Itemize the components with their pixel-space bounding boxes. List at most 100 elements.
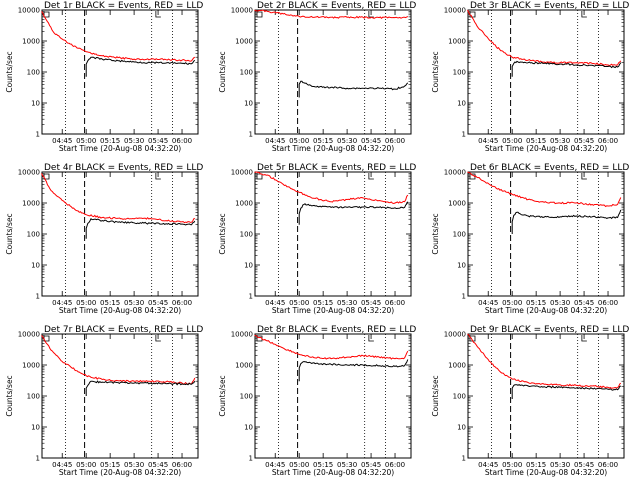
- x-tick-label: 04:45: [52, 137, 72, 145]
- x-tick-label: 05:15: [313, 461, 333, 469]
- x-tick-label: 04:45: [478, 461, 498, 469]
- y-axis-label: Counts/sec: [218, 375, 227, 416]
- y-tick-label: 1: [462, 293, 466, 301]
- y-tick-label: 10000: [18, 331, 40, 339]
- corner-marker: [469, 173, 476, 180]
- chart-title: Det 8r BLACK = Events, RED = LLD: [257, 325, 416, 335]
- x-axis-label: Start Time (20-Aug-08 04:32:20): [59, 144, 181, 153]
- y-tick-label: 1: [249, 455, 253, 463]
- x-tick-label: 05:45: [574, 299, 594, 307]
- y-axis-label: Counts/sec: [431, 375, 440, 416]
- chart-panel: Det 3r BLACK = Events, RED = LLD 1 10 100 10…: [431, 1, 629, 153]
- x-tick-label: 05:45: [148, 299, 168, 307]
- y-tick-label: 100: [27, 393, 40, 401]
- y-tick-label: 10000: [18, 7, 40, 15]
- y-tick-label: 10000: [231, 169, 253, 177]
- black-series-line: [511, 383, 622, 399]
- x-tick-label: 05:45: [361, 137, 381, 145]
- x-tick-label: 06:00: [385, 461, 405, 469]
- x-tick-label: 05:30: [550, 299, 570, 307]
- red-series-line: [467, 9, 622, 67]
- y-tick-label: 10: [31, 262, 40, 270]
- x-tick-label: 05:15: [526, 299, 546, 307]
- x-tick-label: 05:00: [289, 461, 309, 469]
- y-tick-label: 100: [240, 231, 253, 239]
- y-tick-label: 10: [31, 100, 40, 108]
- red-series-line: [41, 11, 196, 62]
- y-axis-label: Counts/sec: [5, 375, 14, 416]
- corner-marker: [256, 173, 263, 180]
- x-axis-label: Start Time (20-Aug-08 04:32:20): [59, 468, 181, 477]
- black-series-line: [511, 209, 622, 234]
- x-axis-label: Start Time (20-Aug-08 04:32:20): [485, 144, 607, 153]
- y-tick-label: 1: [462, 455, 466, 463]
- corner-marker: [469, 11, 476, 18]
- x-tick-label: 05:15: [100, 299, 120, 307]
- black-series-line: [298, 80, 409, 98]
- y-tick-label: 1000: [235, 362, 253, 370]
- x-tick-label: 05:15: [313, 299, 333, 307]
- y-tick-label: 1000: [235, 200, 253, 208]
- y-tick-label: 1: [249, 131, 253, 139]
- y-tick-label: 10: [457, 424, 466, 432]
- chart-panel: Det 7r BLACK = Events, RED = LLD 1 10 100 10…: [5, 325, 203, 477]
- x-tick-label: 05:15: [100, 137, 120, 145]
- y-tick-label: 1000: [22, 362, 40, 370]
- y-tick-label: 10: [244, 100, 253, 108]
- x-tick-label: 05:00: [502, 299, 522, 307]
- x-tick-label: 05:00: [76, 461, 96, 469]
- x-tick-label: 06:00: [598, 461, 618, 469]
- black-series-line: [298, 201, 409, 225]
- x-tick-label: 05:30: [337, 299, 357, 307]
- corner-marker: [256, 335, 263, 342]
- x-tick-label: 05:45: [361, 299, 381, 307]
- x-tick-label: 05:00: [289, 137, 309, 145]
- y-tick-label: 100: [27, 69, 40, 77]
- red-series-line: [467, 171, 622, 208]
- y-tick-label: 1: [462, 131, 466, 139]
- x-tick-label: 05:30: [550, 461, 570, 469]
- x-tick-label: 05:30: [337, 137, 357, 145]
- x-axis-label: Start Time (20-Aug-08 04:32:20): [485, 468, 607, 477]
- y-tick-label: 1000: [22, 200, 40, 208]
- y-tick-label: 100: [453, 69, 466, 77]
- corner-marker: [581, 335, 587, 342]
- chart-panel: Det 1r BLACK = Events, RED = LLD 1 10 100 10…: [5, 1, 203, 153]
- chart-title: Det 9r BLACK = Events, RED = LLD: [470, 325, 629, 335]
- chart-panel: Det 8r BLACK = Events, RED = LLD 1 10 100 10…: [218, 325, 416, 477]
- chart-title: Det 6r BLACK = Events, RED = LLD: [470, 163, 629, 173]
- red-series-line: [467, 333, 622, 389]
- black-series-line: [85, 218, 196, 239]
- corner-marker: [581, 11, 587, 18]
- chart-title: Det 1r BLACK = Events, RED = LLD: [44, 1, 203, 11]
- y-axis-label: Counts/sec: [5, 213, 14, 254]
- y-tick-label: 1: [36, 131, 40, 139]
- chart-title: Det 3r BLACK = Events, RED = LLD: [470, 1, 629, 11]
- x-tick-label: 05:45: [148, 137, 168, 145]
- x-tick-label: 05:45: [361, 461, 381, 469]
- chart-panel: Det 9r BLACK = Events, RED = LLD 1 10 100 10…: [431, 325, 629, 477]
- x-tick-label: 05:30: [124, 137, 144, 145]
- red-series-line: [254, 171, 409, 205]
- y-tick-label: 10000: [18, 169, 40, 177]
- x-tick-label: 05:45: [574, 461, 594, 469]
- y-tick-label: 100: [27, 231, 40, 239]
- chart-title: Det 7r BLACK = Events, RED = LLD: [44, 325, 203, 335]
- red-series-line: [41, 173, 196, 224]
- y-axis-label: Counts/sec: [431, 51, 440, 92]
- x-tick-label: 06:00: [598, 137, 618, 145]
- corner-marker: [256, 11, 263, 18]
- y-tick-label: 1000: [448, 362, 466, 370]
- chart-title: Det 4r BLACK = Events, RED = LLD: [44, 163, 203, 173]
- chart-panel: Det 2r BLACK = Events, RED = LLD 1 10 100 10…: [218, 1, 416, 153]
- x-tick-label: 05:45: [574, 137, 594, 145]
- corner-marker: [368, 335, 374, 342]
- y-tick-label: 10000: [444, 331, 466, 339]
- x-tick-label: 06:00: [172, 299, 192, 307]
- x-tick-label: 04:45: [52, 299, 72, 307]
- x-axis-label: Start Time (20-Aug-08 04:32:20): [485, 306, 607, 315]
- chart-title: Det 5r BLACK = Events, RED = LLD: [257, 163, 416, 173]
- x-tick-label: 05:30: [337, 461, 357, 469]
- corner-marker: [368, 173, 374, 180]
